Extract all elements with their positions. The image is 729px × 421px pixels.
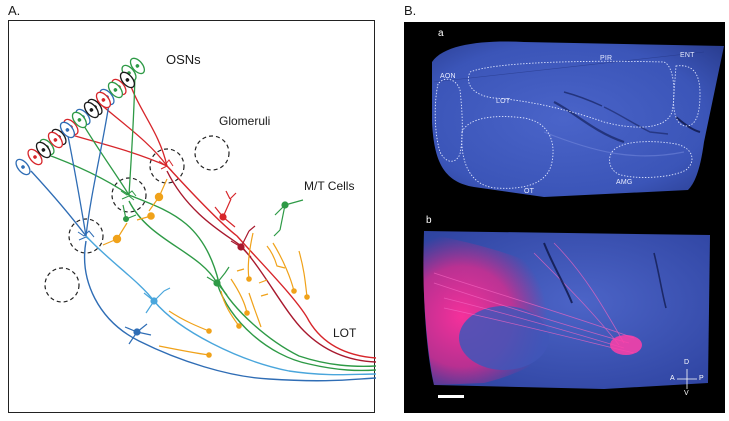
- lot-label: LOT: [333, 326, 357, 340]
- region-pir-label: PIR: [600, 55, 613, 62]
- glomerulus-green: [111, 177, 147, 213]
- region-outline-amg: [609, 141, 693, 178]
- mt-cell-light-blue: [143, 287, 171, 314]
- mt-cells-label: M/T Cells: [304, 179, 355, 193]
- region-ot-label: OT: [524, 188, 535, 195]
- interneurons: [102, 178, 310, 358]
- sub-a-label: a: [438, 28, 444, 39]
- region-outline-aon: [434, 78, 463, 162]
- glomerulus-empty-bottom: [44, 267, 80, 303]
- glomerulus-red: [149, 148, 185, 184]
- panel-b-image-a: a AON PIR ENT LOT OT AMG: [404, 22, 725, 217]
- panel-a-schematic: OSNs Glomeruli M/T Cells LOT: [8, 20, 376, 413]
- compass-d: D: [684, 359, 690, 366]
- mt-cell-green-top: [122, 204, 137, 222]
- compass-cross: [677, 369, 697, 389]
- lot-tracts: [84, 165, 376, 382]
- region-amg-label: AMG: [616, 179, 633, 186]
- osn-cells: [15, 57, 146, 176]
- compass-p: P: [699, 375, 704, 382]
- mt-cell-green-2: [206, 266, 230, 296]
- mt-cell-dark-blue: [124, 323, 152, 345]
- section-image-b: [423, 231, 710, 398]
- mt-cell-red-2: [230, 225, 256, 258]
- mt-cell-red-1: [214, 190, 237, 228]
- region-lot-label: LOT: [496, 98, 511, 105]
- glomeruli-label: Glomeruli: [219, 114, 271, 128]
- mt-cell-green-1: [273, 199, 304, 237]
- compass-a: A: [670, 375, 675, 382]
- region-outline-ent: [673, 65, 701, 127]
- ot-blue-region: [459, 306, 549, 370]
- region-ent-label: ENT: [680, 52, 695, 59]
- sub-b-label: b: [426, 215, 432, 226]
- olfactory-schematic: [15, 57, 376, 382]
- compass-v: V: [684, 390, 689, 397]
- scale-bar: [438, 395, 464, 398]
- osns-label: OSNs: [166, 52, 201, 67]
- region-outline-pir: [468, 60, 675, 128]
- region-aon-label: AON: [440, 73, 456, 80]
- tissue-a: [432, 41, 724, 198]
- amg-pink-spot: [610, 335, 642, 355]
- panel-a-label: A.: [8, 3, 21, 18]
- section-image-a: [432, 41, 724, 198]
- glomerulus-empty-top: [194, 135, 230, 171]
- region-outline-ot: [461, 116, 554, 189]
- mt-cells: [122, 190, 304, 345]
- panel-b-image-b: b D A P V: [404, 213, 725, 413]
- panel-b-label: B.: [404, 3, 417, 18]
- glomerulus-blue: [68, 218, 104, 254]
